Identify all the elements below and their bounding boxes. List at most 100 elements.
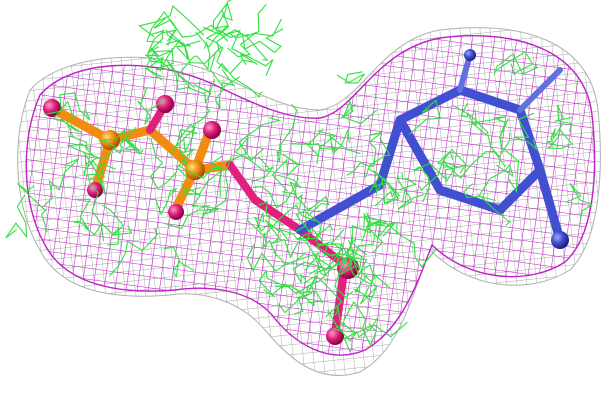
green-mesh (351, 212, 371, 256)
green-mesh (443, 150, 506, 179)
green-mesh (347, 249, 368, 278)
green-mesh (418, 148, 467, 191)
green-mesh (251, 156, 274, 183)
green-mesh (145, 39, 182, 81)
green-mesh (73, 198, 91, 230)
green-mesh (123, 127, 141, 154)
green-mesh (203, 10, 230, 36)
green-mesh (361, 219, 398, 242)
green-mesh (200, 156, 232, 220)
green-mesh (230, 136, 265, 172)
green-mesh-group (5, 0, 594, 352)
green-mesh (227, 18, 282, 58)
green-mesh (227, 31, 269, 61)
green-mesh (546, 122, 564, 147)
green-mesh (565, 182, 594, 220)
green-mesh (66, 121, 95, 158)
green-mesh (242, 28, 284, 54)
green-mesh (108, 227, 158, 277)
green-mesh (238, 117, 282, 161)
green-mesh (460, 102, 478, 126)
green-mesh (360, 264, 378, 305)
green-mesh (306, 128, 341, 152)
green-mesh (195, 25, 243, 48)
green-mesh (83, 160, 116, 178)
green-mesh (332, 321, 408, 338)
green-mesh (43, 158, 80, 207)
green-mesh (478, 163, 514, 202)
green-mesh (166, 59, 195, 91)
green-mesh (279, 224, 334, 242)
green-mesh (171, 123, 198, 156)
green-mesh (52, 100, 82, 133)
green-mesh (107, 225, 133, 246)
green-mesh (452, 104, 511, 158)
green-mesh (163, 246, 194, 278)
green-mesh (336, 234, 353, 266)
green-mesh (112, 137, 144, 155)
green-mesh (150, 47, 174, 71)
green-mesh (183, 186, 211, 209)
green-mesh (146, 11, 178, 44)
green-mesh (276, 104, 298, 163)
green-mesh (252, 177, 299, 209)
green-mesh (271, 154, 300, 192)
green-mesh (336, 71, 365, 84)
green-mesh (205, 30, 228, 72)
green-mesh (333, 305, 356, 352)
green-mesh (229, 52, 258, 74)
green-mesh (258, 269, 286, 298)
green-mesh (272, 283, 315, 307)
green-mesh (176, 148, 196, 179)
green-mesh (343, 300, 377, 347)
green-mesh (305, 242, 332, 277)
green-mesh (295, 210, 323, 243)
green-mesh (554, 104, 573, 132)
green-mesh (546, 128, 573, 150)
green-mesh (282, 191, 330, 217)
green-mesh (84, 204, 125, 236)
green-mesh (339, 226, 377, 276)
green-mesh (66, 143, 98, 166)
green-mesh (5, 194, 28, 239)
green-mesh (149, 138, 178, 190)
magenta-mesh (25, 35, 596, 356)
green-mesh (147, 29, 165, 64)
green-mesh (275, 285, 324, 304)
green-mesh (353, 273, 378, 303)
green-mesh (98, 127, 126, 159)
green-mesh (494, 51, 534, 76)
green-mesh (137, 88, 166, 125)
green-mesh (346, 137, 391, 176)
green-mesh (290, 130, 337, 165)
green-mesh (285, 251, 321, 271)
green-mesh (216, 3, 267, 53)
green-mesh (513, 112, 538, 152)
green-mesh (262, 232, 277, 256)
green-mesh (217, 62, 263, 98)
green-mesh (374, 222, 437, 268)
green-mesh (175, 40, 201, 65)
green-mesh (303, 274, 343, 318)
green-mesh (368, 174, 397, 207)
green-mesh (315, 229, 345, 258)
green-mesh (246, 204, 316, 238)
green-mesh (493, 53, 538, 75)
green-mesh (246, 243, 287, 272)
green-mesh (413, 162, 447, 203)
green-mesh (164, 208, 220, 230)
green-mesh (349, 250, 391, 289)
green-mesh (409, 99, 442, 135)
green-mesh (340, 99, 378, 125)
green-mesh (188, 46, 240, 89)
green-mesh (329, 129, 361, 155)
green-mesh (292, 261, 323, 285)
green-mesh (212, 0, 233, 31)
green-mesh (178, 155, 224, 179)
green-mesh (17, 182, 48, 233)
green-mesh (316, 243, 342, 256)
green-mesh (43, 92, 91, 121)
green-mesh (178, 41, 211, 74)
